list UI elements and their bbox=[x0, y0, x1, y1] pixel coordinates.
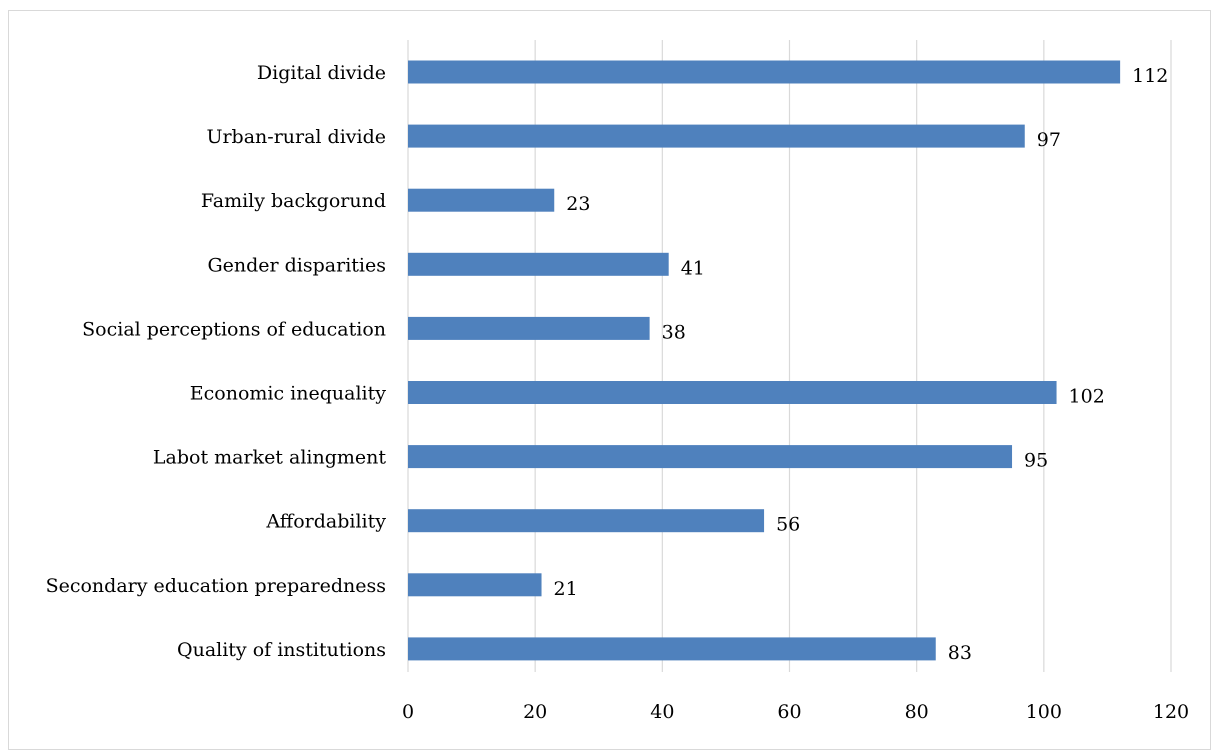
value-label: 23 bbox=[566, 193, 590, 215]
value-label: 41 bbox=[681, 257, 705, 279]
bar bbox=[408, 316, 650, 340]
x-tick-labels: 0 20 40 60 80 100 120 bbox=[402, 701, 1189, 723]
category-label: Gender disparities bbox=[207, 254, 386, 276]
category-label: Economic inequality bbox=[190, 383, 386, 405]
x-tick-label: 120 bbox=[1153, 701, 1189, 723]
category-label: Family backgorund bbox=[201, 190, 386, 212]
bar bbox=[408, 124, 1025, 148]
category-label: Labot market alingment bbox=[153, 447, 386, 469]
value-label: 21 bbox=[554, 578, 578, 600]
bar bbox=[408, 252, 669, 276]
value-labels: 112 97 23 41 38 102 95 56 21 83 bbox=[554, 65, 1169, 664]
category-label: Social perceptions of education bbox=[82, 318, 386, 340]
value-label: 95 bbox=[1024, 450, 1048, 472]
value-label: 97 bbox=[1037, 129, 1061, 151]
bar-chart: Digital divide Urban-rural divide Family b… bbox=[46, 40, 1189, 723]
value-label: 102 bbox=[1069, 386, 1105, 408]
value-label: 38 bbox=[662, 321, 686, 343]
category-label: Quality of institutions bbox=[177, 639, 386, 661]
bar bbox=[408, 381, 1057, 404]
bar bbox=[408, 188, 555, 212]
bar bbox=[408, 60, 1121, 84]
category-label: Secondary education preparedness bbox=[46, 575, 386, 597]
x-tick-label: 80 bbox=[905, 701, 929, 723]
category-label: Affordability bbox=[265, 511, 386, 533]
category-label: Urban-rural divide bbox=[206, 126, 386, 148]
bar bbox=[408, 509, 765, 533]
x-tick-label: 40 bbox=[650, 701, 674, 723]
bar bbox=[408, 445, 1013, 469]
bar bbox=[408, 573, 542, 597]
bars bbox=[408, 60, 1121, 661]
category-label: Digital divide bbox=[257, 62, 386, 84]
x-tick-label: 0 bbox=[402, 701, 414, 723]
value-label: 56 bbox=[776, 514, 800, 536]
category-labels: Digital divide Urban-rural divide Family b… bbox=[46, 62, 387, 661]
x-tick-label: 60 bbox=[777, 701, 801, 723]
x-tick-label: 20 bbox=[523, 701, 547, 723]
value-label: 83 bbox=[948, 642, 972, 664]
x-tick-label: 100 bbox=[1026, 701, 1062, 723]
value-label: 112 bbox=[1132, 65, 1168, 87]
bar bbox=[408, 637, 936, 661]
